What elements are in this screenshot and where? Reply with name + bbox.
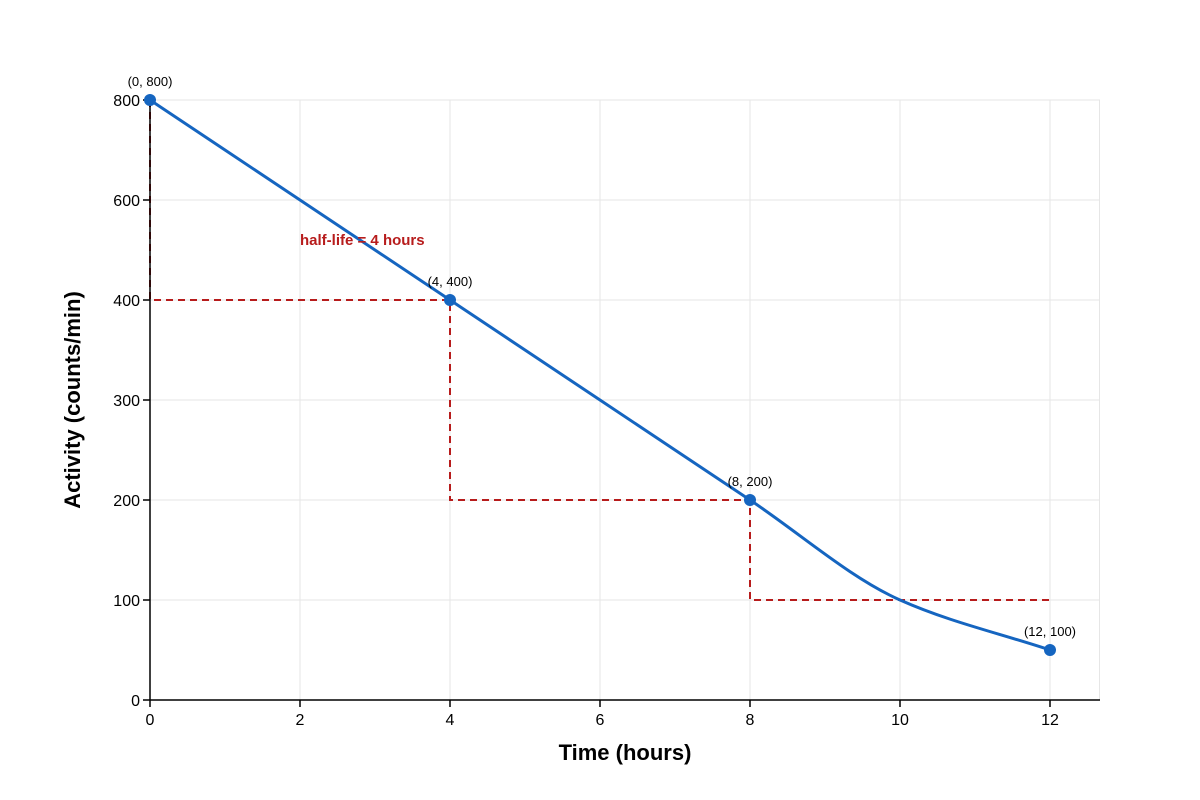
y-tick-label: 0: [131, 693, 140, 710]
y-tick-label: 800: [113, 93, 140, 110]
x-tick-label: 2: [296, 712, 305, 729]
x-tick-label: 4: [446, 712, 455, 729]
x-tick-label: 8: [746, 712, 755, 729]
grid: [150, 99, 1100, 700]
y-tick-label: 400: [113, 293, 140, 310]
data-point-marker: [444, 294, 456, 306]
y-tick-label: 200: [113, 493, 140, 510]
data-point-label: (8, 200): [728, 474, 773, 489]
highlighted-points: (0, 800) (4, 400) (8, 200) (12, 100): [128, 74, 1076, 656]
x-tick-label: 6: [596, 712, 605, 729]
data-point-marker: [1044, 644, 1056, 656]
data-point-label: (4, 400): [428, 274, 473, 289]
y-tick-label: 300: [113, 393, 140, 410]
data-point-marker: [744, 494, 756, 506]
y-tick-label: 100: [113, 593, 140, 610]
half-life-annotation: half-life = 4 hours: [300, 232, 425, 249]
half-life-guide-line: [149, 100, 1050, 601]
series-layer: [149, 98, 1051, 652]
x-tick-label: 0: [146, 712, 155, 729]
y-axis-title: Activity (counts/min): [60, 291, 85, 509]
x-axis-title: Time (hours): [559, 740, 692, 765]
half-life-guides: [149, 100, 1050, 601]
ticks: 0 2 4 6 8 10 12 0 100 200 300 400 600 800: [113, 93, 1059, 729]
annotations: half-life = 4 hours: [300, 232, 425, 249]
data-point-label: (0, 800): [128, 74, 173, 89]
data-point-label: (12, 100): [1024, 624, 1076, 639]
decay-curve: [149, 98, 1051, 652]
data-point-marker: [144, 94, 156, 106]
y-tick-label: 600: [113, 193, 140, 210]
x-tick-label: 12: [1041, 712, 1059, 729]
x-tick-label: 10: [891, 712, 909, 729]
